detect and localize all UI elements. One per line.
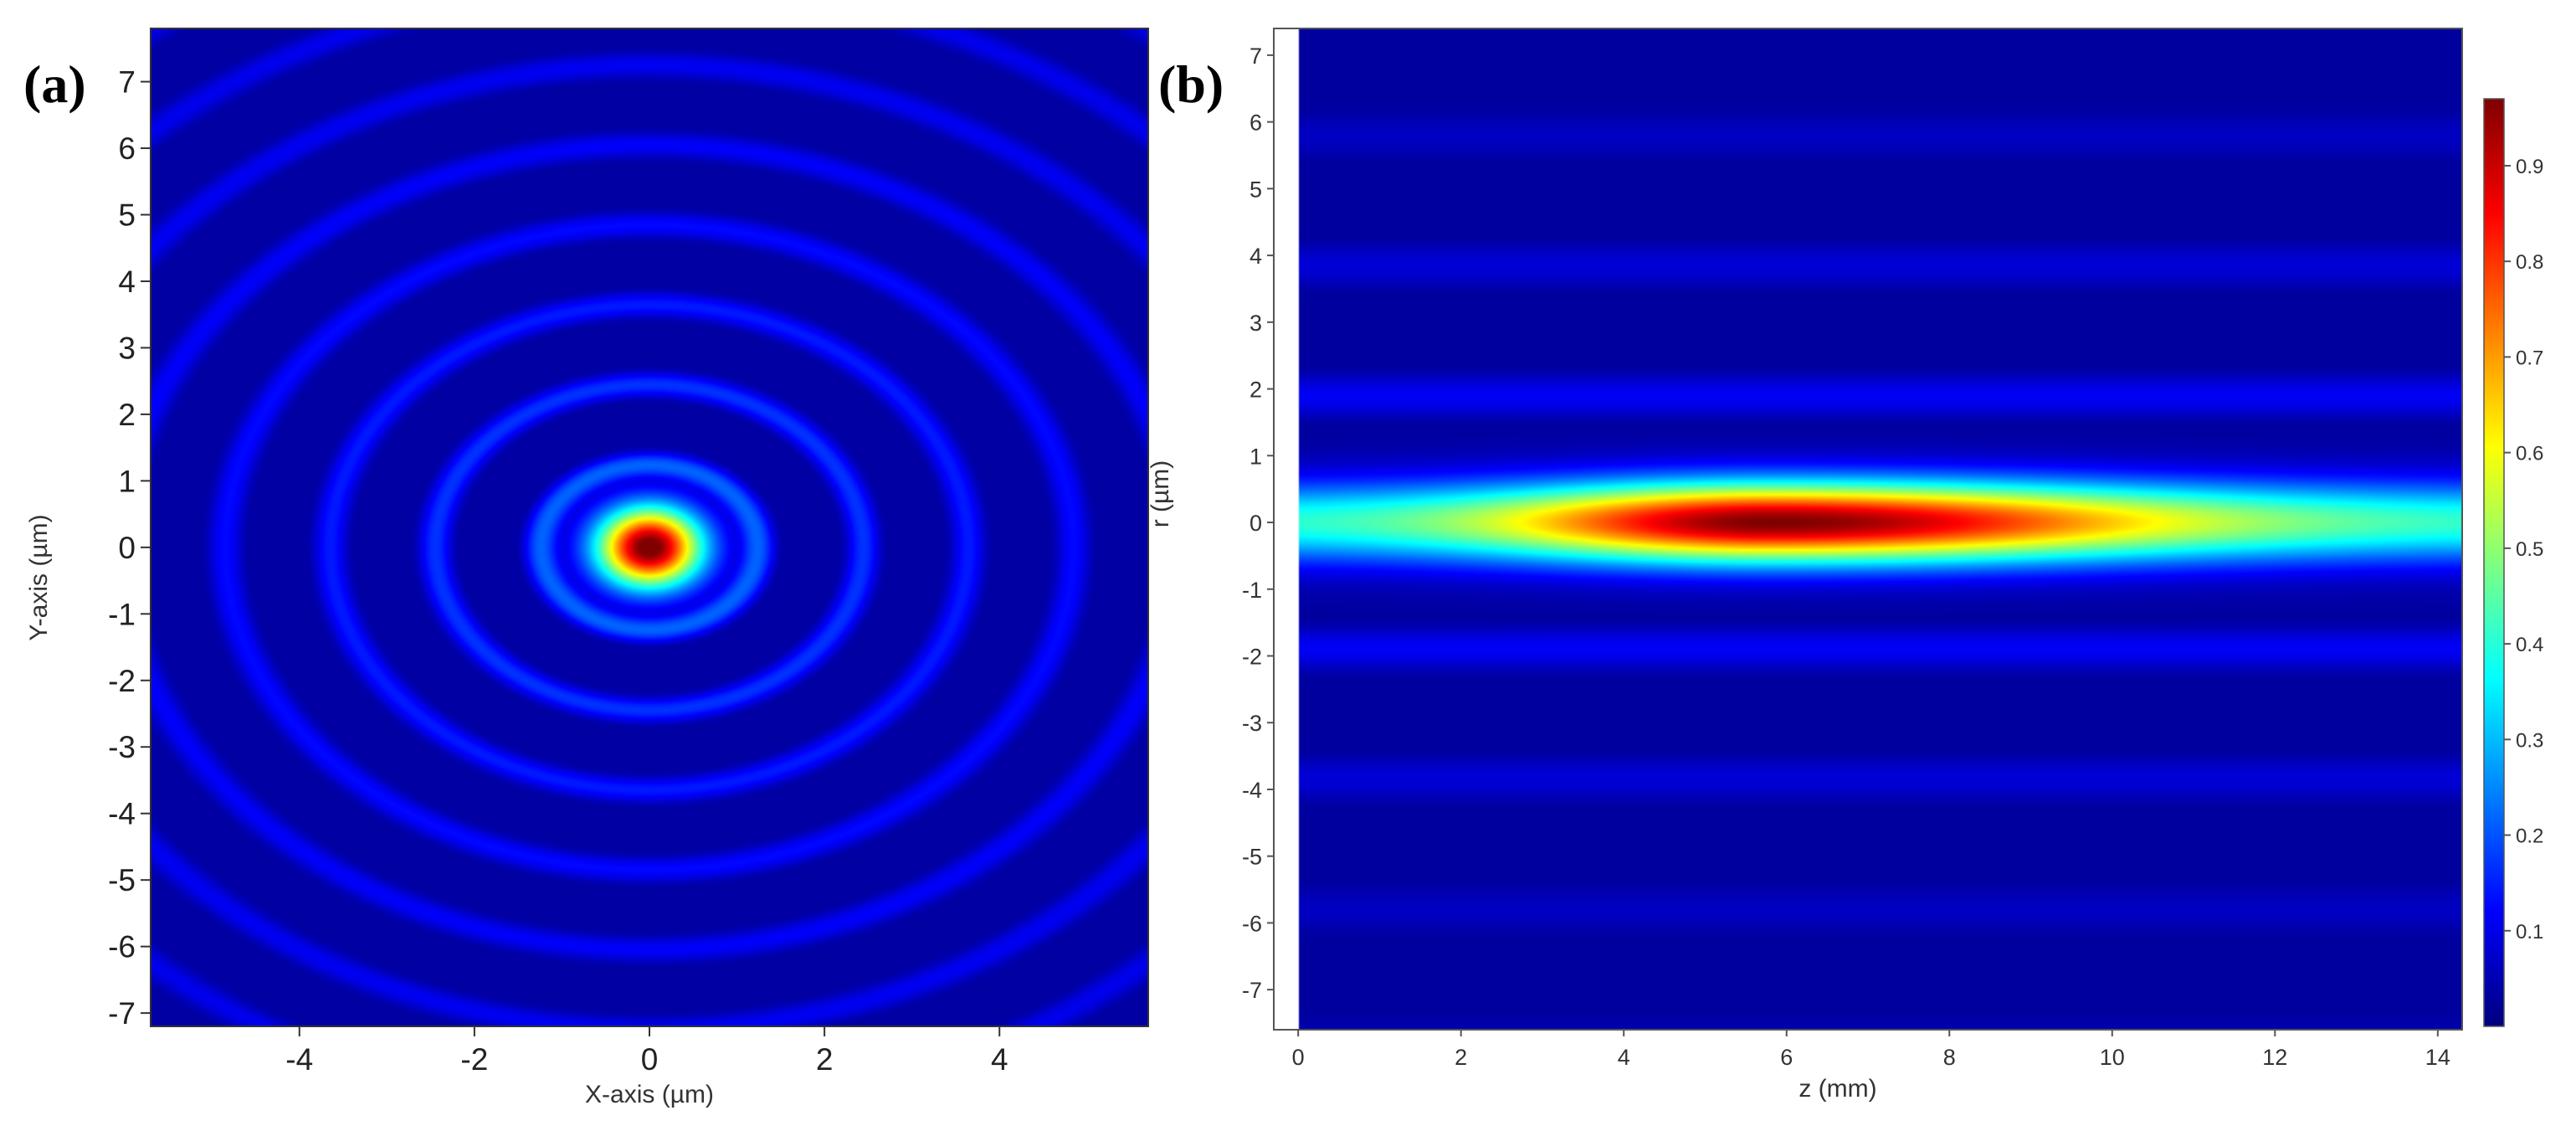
colorbar: 0.1 0.2 0.3 0.4 0.5 0.6 0.7 0.8 0.9 (2483, 98, 2543, 1027)
y-tick-label-a: 5 (118, 198, 136, 233)
x-tick-label-b: 6 (1780, 1045, 1793, 1070)
x-tick-label-a: 0 (641, 1042, 659, 1077)
x-tick-label-a: 2 (816, 1042, 834, 1077)
x-axis-title-a: X-axis (µm) (585, 1081, 714, 1108)
y-tick-label-b: -2 (1242, 644, 1262, 669)
y-tick-label-b: 3 (1250, 311, 1262, 336)
y-tick-label-a: 7 (118, 65, 136, 100)
x-tick-label-b: 10 (2100, 1045, 2125, 1070)
colorbar-tick-label: 0.3 (2516, 729, 2543, 752)
x-ticks-a: -4 -2 0 2 4 (285, 1026, 1008, 1077)
y-axis-title-a: Y-axis (µm) (25, 514, 53, 640)
y-tick-label-b: 0 (1250, 511, 1262, 536)
x-tick-label-b: 0 (1292, 1045, 1305, 1070)
colorbar-tick-label: 0.9 (2516, 156, 2543, 178)
y-tick-label-a: -2 (108, 664, 136, 698)
y-tick-label-a: -1 (108, 597, 136, 631)
colorbar-tick-label: 0.8 (2516, 251, 2543, 274)
y-tick-label-a: -3 (108, 730, 136, 764)
y-tick-label-a: 6 (118, 131, 136, 166)
x-tick-label-a: -2 (460, 1042, 488, 1077)
panel-a-label: (a) (23, 54, 86, 114)
x-tick-label-b: 14 (2425, 1045, 2450, 1070)
y-tick-label-a: 1 (118, 464, 136, 498)
colorbar-tick-label: 0.4 (2516, 634, 2543, 656)
y-tick-label-b: -4 (1242, 778, 1262, 803)
y-tick-label-a: -5 (108, 863, 136, 897)
y-axis-title-b: r (µm) (1147, 460, 1174, 528)
y-tick-label-b: 4 (1250, 244, 1262, 269)
y-ticks-b: -7 -6 -5 -4 -3 -2 -1 0 1 2 3 4 5 6 7 (1242, 44, 1274, 1003)
x-tick-label-b: 12 (2262, 1045, 2287, 1070)
x-ticks-b: 0 2 4 6 8 10 12 14 (1292, 1030, 2450, 1070)
y-tick-label-b: 2 (1250, 378, 1262, 403)
x-tick-label-a: -4 (285, 1042, 313, 1077)
panel-b-label: (b) (1158, 54, 1224, 114)
y-tick-label-a: 3 (118, 331, 136, 365)
colorbar-tick-label: 0.7 (2516, 347, 2543, 369)
y-tick-label-a: 4 (118, 265, 136, 299)
x-tick-label-a: 4 (991, 1042, 1008, 1077)
y-tick-label-a: -6 (108, 930, 136, 964)
heatmap-b (1274, 28, 2462, 1030)
colorbar-tick-label: 0.5 (2516, 538, 2543, 561)
heatmap-a-canvas (151, 28, 1148, 1026)
x-tick-label-b: 4 (1618, 1045, 1630, 1070)
y-tick-label-b: -3 (1242, 711, 1262, 736)
y-tick-label-a: 0 (118, 531, 136, 565)
y-tick-label-b: 5 (1250, 177, 1262, 202)
y-tick-label-b: -5 (1242, 845, 1262, 870)
y-tick-label-a: -4 (108, 797, 136, 831)
x-axis-title-b: z (mm) (1799, 1075, 1876, 1103)
heatmap-b-canvas (1274, 28, 2462, 1030)
y-ticks-a: -7 -6 -5 -4 -3 -2 -1 0 1 2 3 4 5 6 7 (108, 65, 151, 1031)
y-tick-label-a: -7 (108, 996, 136, 1031)
panel-a: (a) -7 -6 -5 -4 -3 -2 -1 0 1 2 3 4 5 6 7 -4 -2 0 2 4 X-axi… (23, 28, 1149, 1108)
y-tick-label-b: 7 (1250, 44, 1262, 69)
x-tick-label-b: 8 (1943, 1045, 1956, 1070)
plot-frame-b (1273, 28, 2463, 1031)
y-tick-label-a: 2 (118, 398, 136, 432)
y-tick-label-b: -7 (1242, 978, 1262, 1003)
y-tick-label-b: -6 (1242, 911, 1262, 936)
colorbar-tick-label: 0.1 (2516, 921, 2543, 943)
y-tick-label-b: 1 (1250, 444, 1262, 469)
colorbar-tick-label: 0.2 (2516, 825, 2543, 848)
colorbar-tick-label: 0.6 (2516, 443, 2543, 465)
x-tick-label-b: 2 (1455, 1045, 1467, 1070)
colorbar-gradient (2483, 98, 2505, 1027)
heatmap-a (151, 28, 1148, 1026)
y-tick-label-b: 6 (1250, 111, 1262, 136)
y-tick-label-b: -1 (1242, 578, 1262, 603)
colorbar-ticks: 0.1 0.2 0.3 0.4 0.5 0.6 0.7 0.8 0.9 (2504, 156, 2543, 943)
